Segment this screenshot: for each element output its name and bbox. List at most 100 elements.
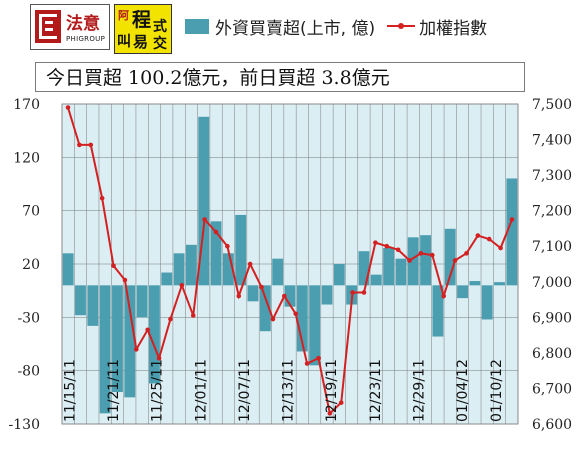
right-axis-tick-label: 7,500 xyxy=(532,97,572,113)
taiex-index-point xyxy=(384,243,390,249)
taiex-index-point xyxy=(338,400,344,405)
right-axis-tick-label: 6,900 xyxy=(532,310,572,326)
foreign-net-bar xyxy=(149,285,160,384)
foreign-net-bar xyxy=(75,285,86,316)
taiex-index-point xyxy=(202,217,207,222)
right-axis-tick-label: 7,300 xyxy=(532,168,572,184)
right-axis-tick-label: 7,200 xyxy=(532,204,572,220)
foreign-net-bar xyxy=(99,285,111,414)
foreign-net-bar xyxy=(112,285,123,392)
foreign-net-bar xyxy=(173,253,185,286)
taiex-index-point xyxy=(156,355,162,361)
foreign-net-bar xyxy=(383,248,395,286)
taiex-index-point xyxy=(282,293,287,299)
x-axis-date-label: 12/13/11 xyxy=(281,359,297,422)
left-axis-tick-label: -130 xyxy=(9,417,40,433)
x-axis-date-label: 12/29/11 xyxy=(412,359,428,422)
left-axis-tick-label: 70 xyxy=(22,204,40,220)
x-axis-date-label: 11/21/11 xyxy=(106,359,122,422)
logo-mark-icon xyxy=(35,10,61,43)
foreign-net-bar xyxy=(506,178,518,286)
foreign-net-bar xyxy=(247,285,259,302)
taiex-index-point xyxy=(430,252,435,258)
taiex-index-point xyxy=(316,355,321,361)
foreign-net-bar xyxy=(494,282,505,286)
taiex-index-point xyxy=(225,243,230,249)
left-axis-tick-label: -80 xyxy=(17,364,40,380)
legend-bar-swatch xyxy=(185,18,209,34)
taiex-index-point xyxy=(134,347,139,352)
program-trading-logo: 阿 程 式 叫 易 交 xyxy=(114,4,172,54)
taiex-index-point xyxy=(190,313,196,318)
foreign-net-bar xyxy=(136,285,148,318)
foreign-net-bar xyxy=(432,285,444,337)
taiex-index-point xyxy=(464,251,469,256)
foreign-net-bar xyxy=(321,285,333,305)
foreign-net-bar xyxy=(420,235,431,286)
chart-legend: 外資買賣超(上市, 億) 加權指數 xyxy=(185,12,487,40)
x-axis-date-label: 01/04/12 xyxy=(455,359,471,422)
taiex-index-line xyxy=(67,107,513,416)
left-axis-tick-label: -30 xyxy=(17,310,40,326)
logo2-char: 易 xyxy=(133,33,149,51)
foreign-net-bar xyxy=(272,258,284,286)
x-axis-date-label: 01/10/12 xyxy=(489,359,505,422)
left-axis-tick-label: 120 xyxy=(13,150,40,166)
taiex-index-point xyxy=(111,263,116,269)
x-axis-date-label: 12/01/11 xyxy=(193,359,209,422)
x-axis-date-label: 12/23/11 xyxy=(368,359,384,422)
foreign-net-bar xyxy=(284,285,296,307)
taiex-index-point xyxy=(236,293,242,299)
taiex-index-point xyxy=(213,229,219,235)
foreign-net-bar xyxy=(444,228,456,286)
foreign-net-bar xyxy=(457,285,468,299)
foreign-net-bar xyxy=(259,285,271,332)
taiex-index-point xyxy=(122,277,128,283)
logo-subtitle: PHIGROUP xyxy=(66,35,106,43)
logo2-char: 程 xyxy=(132,9,152,31)
taiex-index-point xyxy=(498,245,503,251)
foreign-net-bar xyxy=(309,285,321,366)
x-axis-date-label: 11/15/11 xyxy=(62,359,78,422)
foreign-net-bar xyxy=(296,285,308,352)
foreign-net-bar xyxy=(395,258,407,286)
logo2-char: 式 xyxy=(153,19,167,35)
foreign-net-bar xyxy=(62,253,74,286)
logo-title: 法意 xyxy=(66,14,100,34)
taiex-index-point xyxy=(99,195,105,201)
chart-area: 170 120 70 20 -30 -80 -130 7,500 7,400 7,300 7,200… xyxy=(9,97,573,433)
taiex-index-point xyxy=(486,236,492,242)
taiex-index-point xyxy=(88,142,94,148)
taiex-index-point xyxy=(350,290,355,295)
taiex-index-point xyxy=(304,361,310,366)
foreign-net-bar xyxy=(407,237,419,286)
taiex-index-point xyxy=(270,316,276,322)
taiex-index-point xyxy=(65,105,71,110)
foreign-net-bar xyxy=(358,251,370,286)
left-axis-tick-label: 170 xyxy=(13,97,40,113)
legend-line-label: 加權指數 xyxy=(419,18,488,39)
foreign-net-bar xyxy=(185,244,197,286)
taiex-index-point xyxy=(145,327,150,333)
x-axis-date-label: 12/19/11 xyxy=(324,359,340,422)
taiex-index-point xyxy=(395,247,401,253)
taiex-index-point xyxy=(259,284,264,290)
taiex-index-point xyxy=(441,293,446,299)
foreign-net-bar xyxy=(124,285,136,398)
logo2-char-mark: 阿 xyxy=(118,9,129,22)
taiex-index-point xyxy=(168,316,173,322)
logo2-char: 叫 xyxy=(117,34,131,50)
foreign-net-bar xyxy=(481,285,493,320)
taiex-index-point xyxy=(373,240,378,245)
x-axis-date-label: 11/25/11 xyxy=(150,359,166,422)
foreign-net-bar xyxy=(222,253,234,286)
taiex-index-point xyxy=(475,233,481,238)
right-axis-tick-label: 7,000 xyxy=(532,275,572,291)
taiex-index-point xyxy=(179,283,185,288)
foreign-net-bar xyxy=(333,264,345,286)
taiex-index-point xyxy=(452,258,458,263)
taiex-index-point xyxy=(247,261,253,267)
legend-bar-label: 外資買賣超(上市, 億) xyxy=(215,18,376,39)
right-axis-tick-label: 7,100 xyxy=(532,239,572,255)
headline-box: 今日買超 100.2億元，前日買超 3.8億元 xyxy=(35,62,525,92)
